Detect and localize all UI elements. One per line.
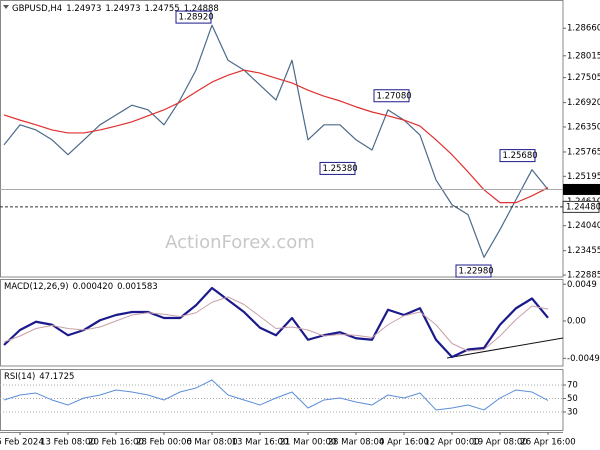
y-tick-label: 30 <box>567 407 578 417</box>
y-tick-label: 1.26350 <box>567 122 600 132</box>
x-tick-label: 13 Feb 08:00 <box>40 438 96 448</box>
panel-header: MACD(12,26,9) 0.000420 0.001583 <box>4 282 158 292</box>
x-tick-label: 4 Apr 16:00 <box>379 438 429 448</box>
price-panel <box>0 0 564 278</box>
annotation-box <box>175 10 212 24</box>
level-label: 1.24480 <box>566 202 600 212</box>
x-tick-label: 28 Feb 00:00 <box>136 438 192 448</box>
indicator-name: MACD(12,26,9) <box>4 282 69 292</box>
x-tick-label: 6 Mar 08:00 <box>186 438 237 448</box>
header-value: 1.24888 <box>184 4 219 14</box>
y-tick-label: 0.0049 <box>567 280 597 290</box>
y-tick-label: 50 <box>567 394 578 404</box>
y-tick-label: 1.26920 <box>567 98 600 108</box>
y-tick-label: 1.24040 <box>567 221 600 231</box>
annotation-label: 1.25680 <box>503 151 538 161</box>
header-value: 0.001583 <box>117 282 158 292</box>
y-tick-label: 1.25195 <box>567 172 600 182</box>
series-line <box>3 69 549 204</box>
header-value: 47.1725 <box>39 372 74 382</box>
annotation-label: 1.27080 <box>377 91 412 101</box>
series-line <box>3 379 549 411</box>
annotation-label: 1.25380 <box>323 164 358 174</box>
y-tick-label: 70 <box>567 380 578 390</box>
series-line <box>3 296 549 352</box>
annotation-box <box>319 161 356 175</box>
rsi-panel <box>0 369 564 431</box>
header-value: 1.24973 <box>66 4 101 14</box>
y-tick-label: 0.00 <box>567 317 586 327</box>
current-price-box <box>563 183 600 195</box>
x-tick-label: 13 Mar 16:00 <box>232 438 289 448</box>
y-tick-label: -0.004978 <box>567 354 600 364</box>
series-line <box>3 24 549 258</box>
header-value: 1.24973 <box>105 4 140 14</box>
panel-header: RSI(14) 47.1725 <box>4 372 74 382</box>
x-tick-label: 19 Apr 08:00 <box>472 438 527 448</box>
indicator-name: RSI(14) <box>4 372 35 382</box>
menu-icon <box>3 5 9 9</box>
y-tick-label: 1.22885 <box>567 271 600 281</box>
y-tick-label: 1.28015 <box>567 51 600 61</box>
x-tick-label: 28 Mar 08:00 <box>328 438 385 448</box>
macd-panel <box>0 279 564 367</box>
y-tick-label: 1.23455 <box>567 246 600 256</box>
x-tick-label: 26 Apr 16:00 <box>520 438 575 448</box>
header-value: 0.000420 <box>73 282 114 292</box>
annotation-label: 1.22980 <box>459 267 494 277</box>
indicator-name: GBPUSD,H4 <box>12 4 62 14</box>
annotation-label: 1.28920 <box>179 13 214 23</box>
annotation-box <box>499 149 536 163</box>
y-tick-label: 1.27505 <box>567 73 600 83</box>
current-price-label: 1.24888 <box>566 185 600 195</box>
x-tick-label: 6 Feb 2024 <box>0 438 44 448</box>
x-tick-label: 12 Apr 00:00 <box>424 438 479 448</box>
y-tick-label: 1.28660 <box>567 24 600 34</box>
series-line <box>3 286 549 359</box>
annotation-box <box>455 264 492 278</box>
header-value: 1.24755 <box>145 4 180 14</box>
panel-header: GBPUSD,H4 1.24973 1.24973 1.24755 1.24888 <box>12 4 219 14</box>
x-tick-label: 20 Feb 16:00 <box>88 438 144 448</box>
annotation-box <box>373 89 410 103</box>
trendline <box>446 337 564 359</box>
level-box <box>562 200 600 213</box>
x-tick-label: 21 Mar 00:00 <box>280 438 337 448</box>
watermark: ActionForex.com <box>165 232 315 253</box>
y-tick-label: 1.25765 <box>567 147 600 157</box>
